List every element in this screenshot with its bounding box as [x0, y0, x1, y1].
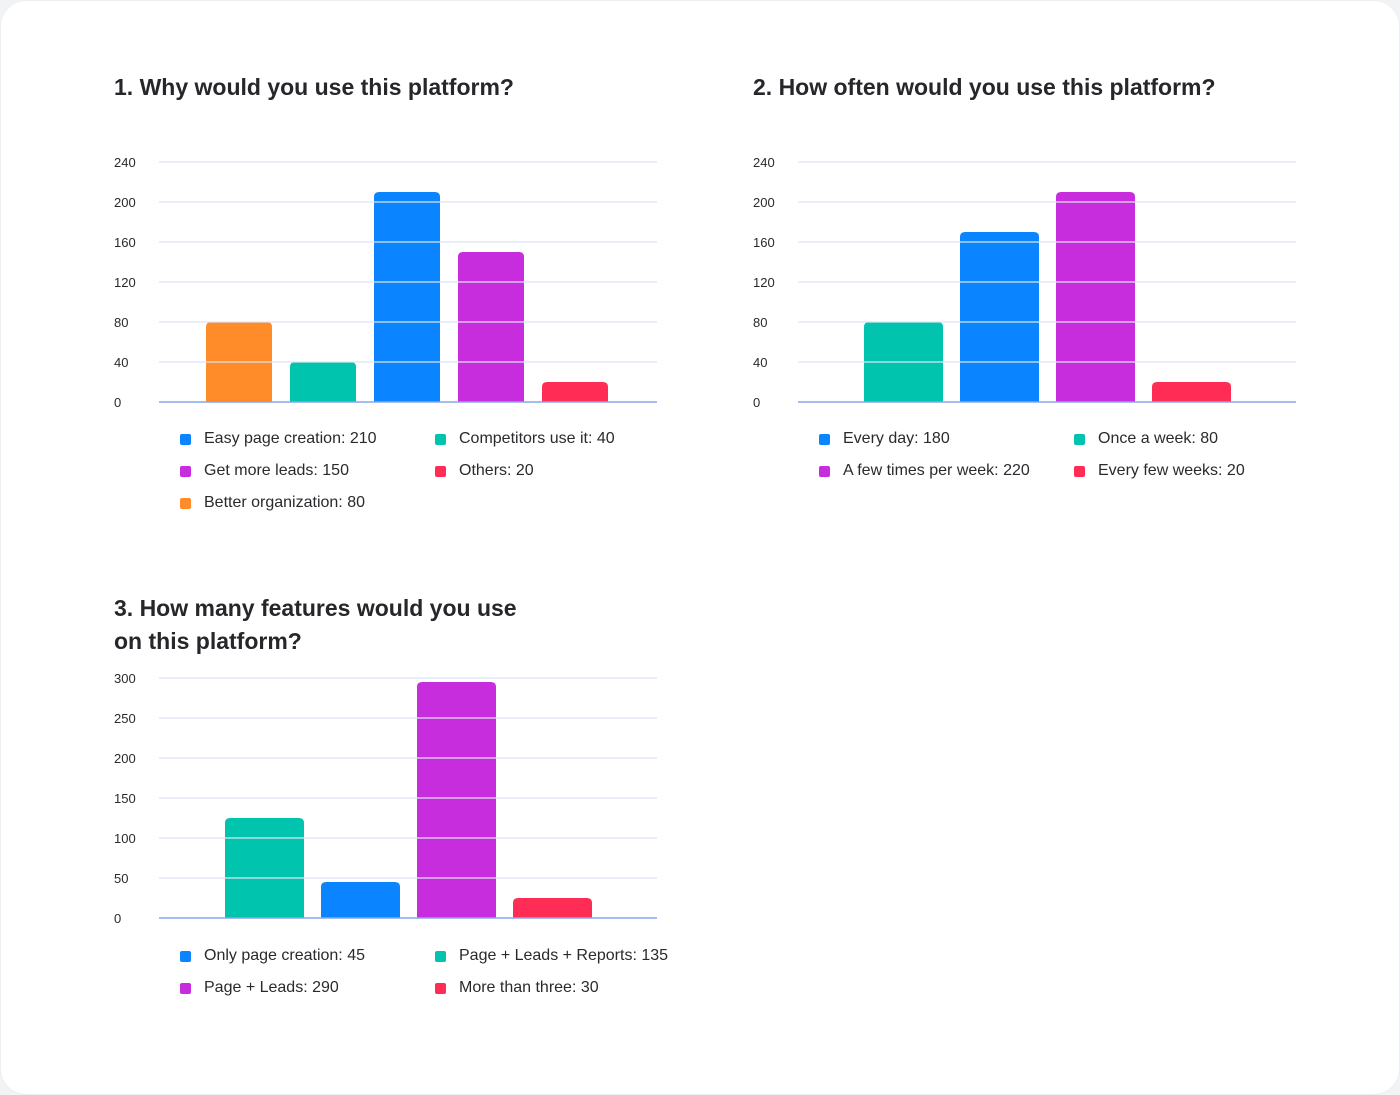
legend-label: Better organization: 80 — [204, 494, 365, 511]
legend-label: Every few weeks: 20 — [1098, 462, 1245, 479]
y-tick-label: 120 — [114, 275, 136, 290]
legend-label: Competitors use it: 40 — [459, 430, 615, 447]
y-tick-label: 150 — [114, 791, 136, 806]
legend-item[interactable]: Others: 20 — [435, 460, 690, 482]
bar-chart-features: 0 50 100 150 200 250 300 — [114, 671, 657, 926]
legend-swatch — [180, 465, 191, 477]
legend-item[interactable]: Better organization: 80 — [180, 492, 435, 514]
y-tick-label: 100 — [114, 831, 136, 846]
bar-others[interactable] — [542, 382, 608, 402]
y-tick-label: 200 — [114, 195, 136, 210]
legend-swatch — [180, 433, 191, 445]
legend-item[interactable]: Once a week: 80 — [1074, 428, 1329, 450]
legend-label: Page + Leads + Reports: 135 — [459, 947, 669, 964]
legend-item[interactable]: Page + Leads + Reports: 135 — [435, 945, 690, 967]
chart-legend: Easy page creation: 210 Competitors use i… — [180, 428, 700, 514]
y-tick-label: 200 — [114, 751, 136, 766]
legend-swatch — [435, 433, 446, 445]
legend-swatch — [819, 433, 830, 445]
chart-panel-why-use: 1. Why would you use this platform? 0 40 8… — [114, 71, 714, 511]
bar-page-leads-reports[interactable] — [225, 818, 304, 918]
legend-swatch — [1074, 433, 1085, 445]
legend-label: Only page creation: 45 — [204, 947, 365, 964]
legend-swatch — [1074, 465, 1085, 477]
legend-swatch — [435, 950, 446, 962]
y-tick-label: 160 — [753, 235, 775, 250]
chart-panel-how-often: 2. How often would you use this platform… — [753, 71, 1353, 479]
legend-item[interactable]: Every day: 180 — [819, 428, 1074, 450]
legend-item[interactable]: Easy page creation: 210 — [180, 428, 435, 450]
chart-title: 3. How many features would you use on th… — [114, 595, 517, 654]
y-tick-label: 0 — [753, 395, 760, 410]
bar-every-few-weeks[interactable] — [1152, 382, 1231, 402]
y-tick-label: 40 — [114, 355, 128, 370]
legend-swatch — [180, 497, 191, 509]
chart-legend: Every day: 180 Once a week: 80 A few times… — [819, 428, 1339, 482]
bar-competitors-use-it[interactable] — [290, 362, 356, 402]
y-tick-label: 0 — [114, 911, 121, 926]
legend-swatch — [819, 465, 830, 477]
legend-swatch — [435, 465, 446, 477]
legend-label: A few times per week: 220 — [843, 462, 1030, 479]
y-tick-label: 40 — [753, 355, 767, 370]
chart-title: 1. Why would you use this platform? — [114, 74, 514, 100]
bar-get-more-leads[interactable] — [458, 252, 524, 402]
y-tick-label: 300 — [114, 671, 136, 686]
bar-chart-how-often: 0 40 80 120 160 200 240 — [753, 155, 1296, 410]
bar-a-few-times-per-week[interactable] — [1056, 192, 1135, 402]
chart-legend: Only page creation: 45 Page + Leads + Rep… — [180, 945, 700, 999]
legend-label: Every day: 180 — [843, 430, 950, 447]
legend-swatch — [180, 982, 191, 994]
bar-more-than-three[interactable] — [513, 898, 592, 918]
y-tick-label: 0 — [114, 395, 121, 410]
chart-title: 2. How often would you use this platform… — [753, 74, 1216, 100]
y-tick-label: 120 — [753, 275, 775, 290]
y-tick-label: 80 — [114, 315, 128, 330]
legend-label: More than three: 30 — [459, 979, 599, 996]
bar-easy-page-creation[interactable] — [374, 192, 440, 402]
y-tick-label: 240 — [114, 155, 136, 170]
bar-page-leads[interactable] — [417, 682, 496, 918]
y-tick-label: 250 — [114, 711, 136, 726]
legend-swatch — [180, 950, 191, 962]
bar-chart-why-use: 0 40 80 120 160 200 240 — [114, 155, 657, 410]
y-tick-label: 240 — [753, 155, 775, 170]
legend-label: Get more leads: 150 — [204, 462, 349, 479]
legend-label: Others: 20 — [459, 462, 534, 479]
chart-panel-features: 3. How many features would you use on th… — [114, 592, 714, 996]
legend-label: Once a week: 80 — [1098, 430, 1219, 447]
legend-label: Page + Leads: 290 — [204, 979, 339, 996]
legend-item[interactable]: Get more leads: 150 — [180, 460, 435, 482]
legend-label: Easy page creation: 210 — [204, 430, 377, 447]
bar-every-day[interactable] — [960, 232, 1039, 402]
legend-item[interactable]: Every few weeks: 20 — [1074, 460, 1329, 482]
legend-item[interactable]: More than three: 30 — [435, 977, 690, 999]
y-tick-label: 200 — [753, 195, 775, 210]
y-tick-label: 80 — [753, 315, 767, 330]
legend-item[interactable]: Competitors use it: 40 — [435, 428, 690, 450]
bar-only-page-creation[interactable] — [321, 882, 400, 918]
legend-item[interactable]: Only page creation: 45 — [180, 945, 435, 967]
legend-item[interactable]: A few times per week: 220 — [819, 460, 1074, 482]
legend-swatch — [435, 982, 446, 994]
y-tick-label: 50 — [114, 871, 128, 886]
y-tick-label: 160 — [114, 235, 136, 250]
legend-item[interactable]: Page + Leads: 290 — [180, 977, 435, 999]
